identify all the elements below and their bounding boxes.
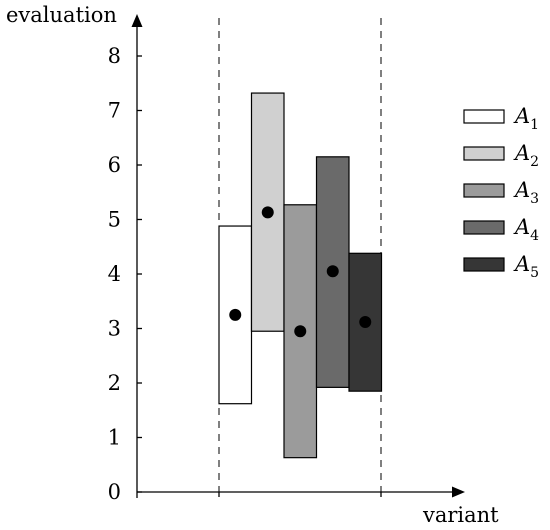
legend-swatch-a2 xyxy=(463,146,505,161)
legend-swatch-a5 xyxy=(463,257,505,272)
legend-subscript: 5 xyxy=(530,265,539,281)
point-marker-a1 xyxy=(229,308,242,321)
x-axis-title: variant xyxy=(422,503,499,527)
y-tick-label: 0 xyxy=(108,480,121,504)
legend-name: A xyxy=(513,252,530,276)
legend-subscript: 1 xyxy=(530,117,539,133)
point-marker-a2 xyxy=(261,206,274,219)
legend-label-a4: A4 xyxy=(513,215,539,244)
legend-label-a1: A1 xyxy=(513,104,539,133)
point-marker-a3 xyxy=(294,325,307,338)
point-marker-a5 xyxy=(359,315,372,328)
legend-label-a2: A2 xyxy=(513,141,539,170)
range-bar-a1 xyxy=(218,225,253,405)
y-tick-label: 6 xyxy=(108,153,121,177)
y-tick-label: 3 xyxy=(108,317,121,341)
axes-group xyxy=(131,14,465,498)
bars-group xyxy=(218,92,383,459)
points-group xyxy=(229,206,372,338)
legend-subscript: 2 xyxy=(530,154,539,170)
legend-swatch-a3 xyxy=(463,183,505,198)
y-axis-arrow xyxy=(131,14,143,27)
legend-name: A xyxy=(513,178,530,202)
legend-swatch-a4 xyxy=(463,220,505,235)
point-marker-a4 xyxy=(326,265,339,278)
y-tick-label: 4 xyxy=(108,262,121,286)
legend-label-a5: A5 xyxy=(513,252,539,281)
legend-name: A xyxy=(513,215,530,239)
legend-name: A xyxy=(513,104,530,128)
legend-label-a3: A3 xyxy=(513,178,539,207)
y-tick-label: 7 xyxy=(108,99,121,123)
y-ticks-group: 0 1 2 3 4 5 6 7 8 xyxy=(108,44,142,504)
legend-subscript: 4 xyxy=(530,228,539,244)
legend-name: A xyxy=(513,141,530,165)
legend-subscript: 3 xyxy=(530,191,539,207)
y-tick-label: 1 xyxy=(108,426,121,450)
x-axis-arrow xyxy=(452,486,465,498)
y-axis-title: evaluation xyxy=(6,3,117,27)
y-tick-label: 2 xyxy=(108,371,121,395)
y-tick-label: 5 xyxy=(108,208,121,232)
y-tick-label: 8 xyxy=(108,44,121,68)
legend-swatch-a1 xyxy=(463,109,505,124)
